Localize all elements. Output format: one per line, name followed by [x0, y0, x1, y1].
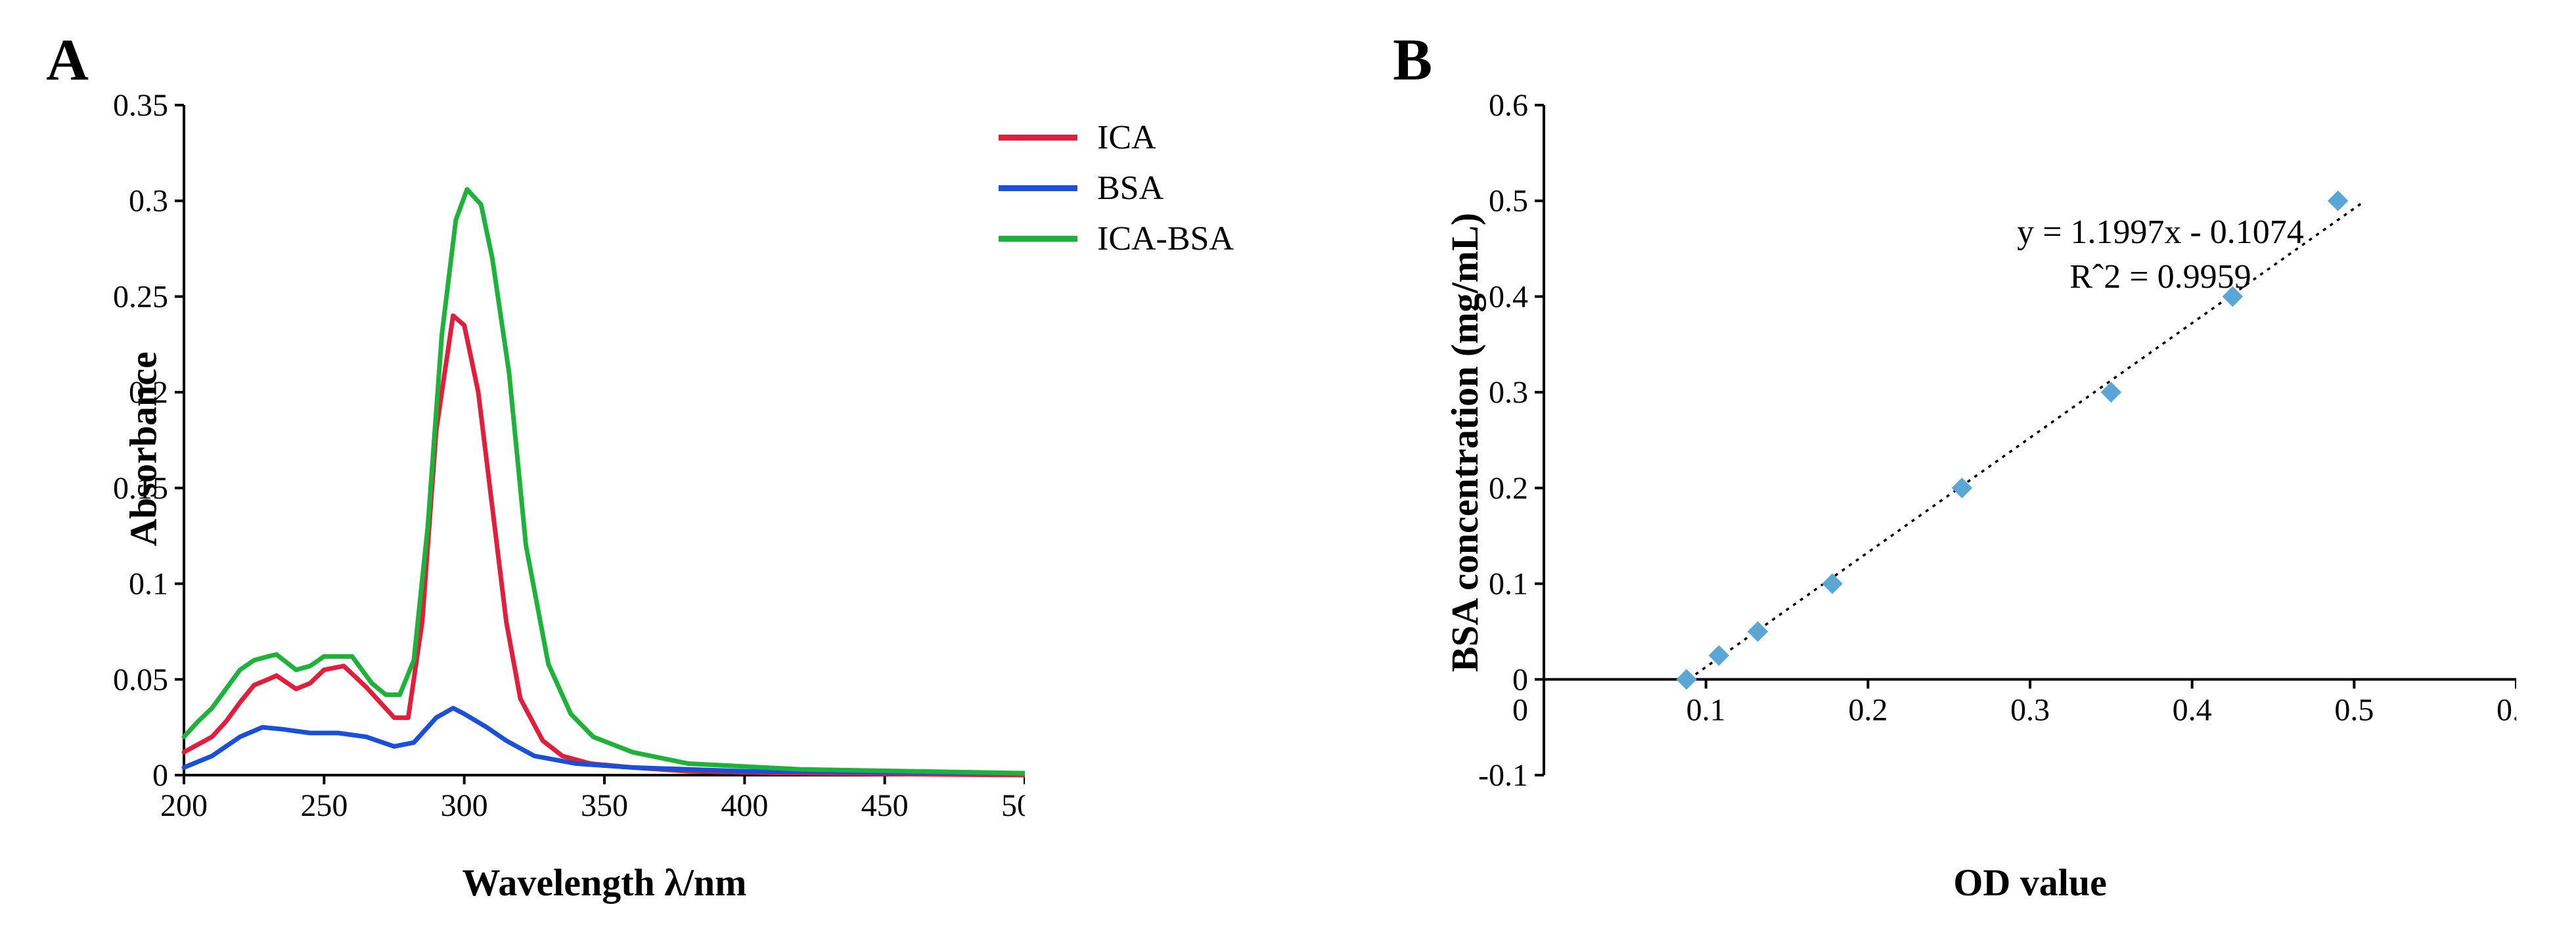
svg-text:200: 200 — [160, 788, 208, 823]
svg-text:0.6: 0.6 — [2497, 692, 2516, 727]
panel-a: A Absorbance 00.050.10.150.20.250.30.352… — [26, 26, 1307, 913]
legend-swatch-icabsa — [999, 236, 1077, 242]
chart-a-xlabel: Wavelength λ/nm — [184, 861, 1025, 905]
legend-item: BSA — [999, 169, 1234, 208]
chart-b-xlabel: OD value — [1544, 861, 2516, 905]
svg-text:0: 0 — [1512, 692, 1528, 727]
chart-a-legend: ICA BSA ICA-BSA — [999, 118, 1234, 270]
svg-text:0.6: 0.6 — [1489, 92, 1528, 123]
svg-text:0.3: 0.3 — [129, 184, 168, 219]
svg-text:0.1: 0.1 — [129, 567, 168, 602]
svg-text:0.5: 0.5 — [2334, 692, 2374, 727]
legend-label: ICA — [1097, 118, 1156, 157]
svg-text:0.4: 0.4 — [2173, 692, 2212, 727]
svg-text:0.2: 0.2 — [1848, 692, 1887, 727]
panel-b: B BSA concentration (mg/mL) -0.1 0 0.1 0.2 0… — [1373, 26, 2550, 913]
equation-line2: Rˆ2 = 0.9959 — [2017, 255, 2304, 300]
panel-b-label: B — [1393, 26, 1432, 94]
svg-text:300: 300 — [441, 788, 488, 823]
svg-text:-0.1: -0.1 — [1478, 758, 1528, 793]
chart-a-ylabel: Absorbance — [122, 351, 166, 546]
svg-text:0.4: 0.4 — [1489, 279, 1528, 314]
legend-label: ICA-BSA — [1097, 219, 1234, 258]
svg-text:0.35: 0.35 — [113, 92, 168, 123]
svg-text:0.3: 0.3 — [1489, 375, 1528, 410]
legend-swatch-ica — [999, 135, 1077, 141]
chart-b-svg: -0.1 0 0.1 0.2 0.3 0.4 0.5 0.6 0.1 0.2 0.3 0.4 0.5 0.… — [1439, 92, 2516, 854]
legend-swatch-bsa — [999, 185, 1077, 191]
chart-b-equation: y = 1.1997x - 0.1074 Rˆ2 = 0.9959 — [2017, 210, 2304, 299]
svg-text:0.3: 0.3 — [2010, 692, 2050, 727]
svg-text:0.5: 0.5 — [1489, 184, 1528, 219]
legend-item: ICA — [999, 118, 1234, 157]
svg-text:0.1: 0.1 — [1489, 567, 1528, 602]
legend-item: ICA-BSA — [999, 219, 1234, 258]
svg-text:400: 400 — [721, 788, 768, 823]
chart-b-wrap: BSA concentration (mg/mL) -0.1 0 0.1 0.2 0.3… — [1439, 92, 2550, 905]
panel-a-label: A — [46, 26, 89, 94]
chart-a-svg: 00.050.10.150.20.250.30.3520025030035040… — [92, 92, 1025, 854]
svg-text:500: 500 — [1001, 788, 1025, 823]
svg-text:250: 250 — [300, 788, 348, 823]
svg-text:450: 450 — [861, 788, 909, 823]
svg-text:0.05: 0.05 — [113, 662, 168, 697]
legend-label: BSA — [1097, 169, 1164, 208]
svg-text:0.1: 0.1 — [1686, 692, 1726, 727]
svg-text:350: 350 — [581, 788, 628, 823]
chart-b-ylabel: BSA concentration (mg/mL) — [1443, 213, 1487, 672]
svg-text:0.2: 0.2 — [1489, 471, 1528, 506]
svg-text:0.25: 0.25 — [113, 279, 168, 314]
equation-line1: y = 1.1997x - 0.1074 — [2017, 210, 2304, 255]
